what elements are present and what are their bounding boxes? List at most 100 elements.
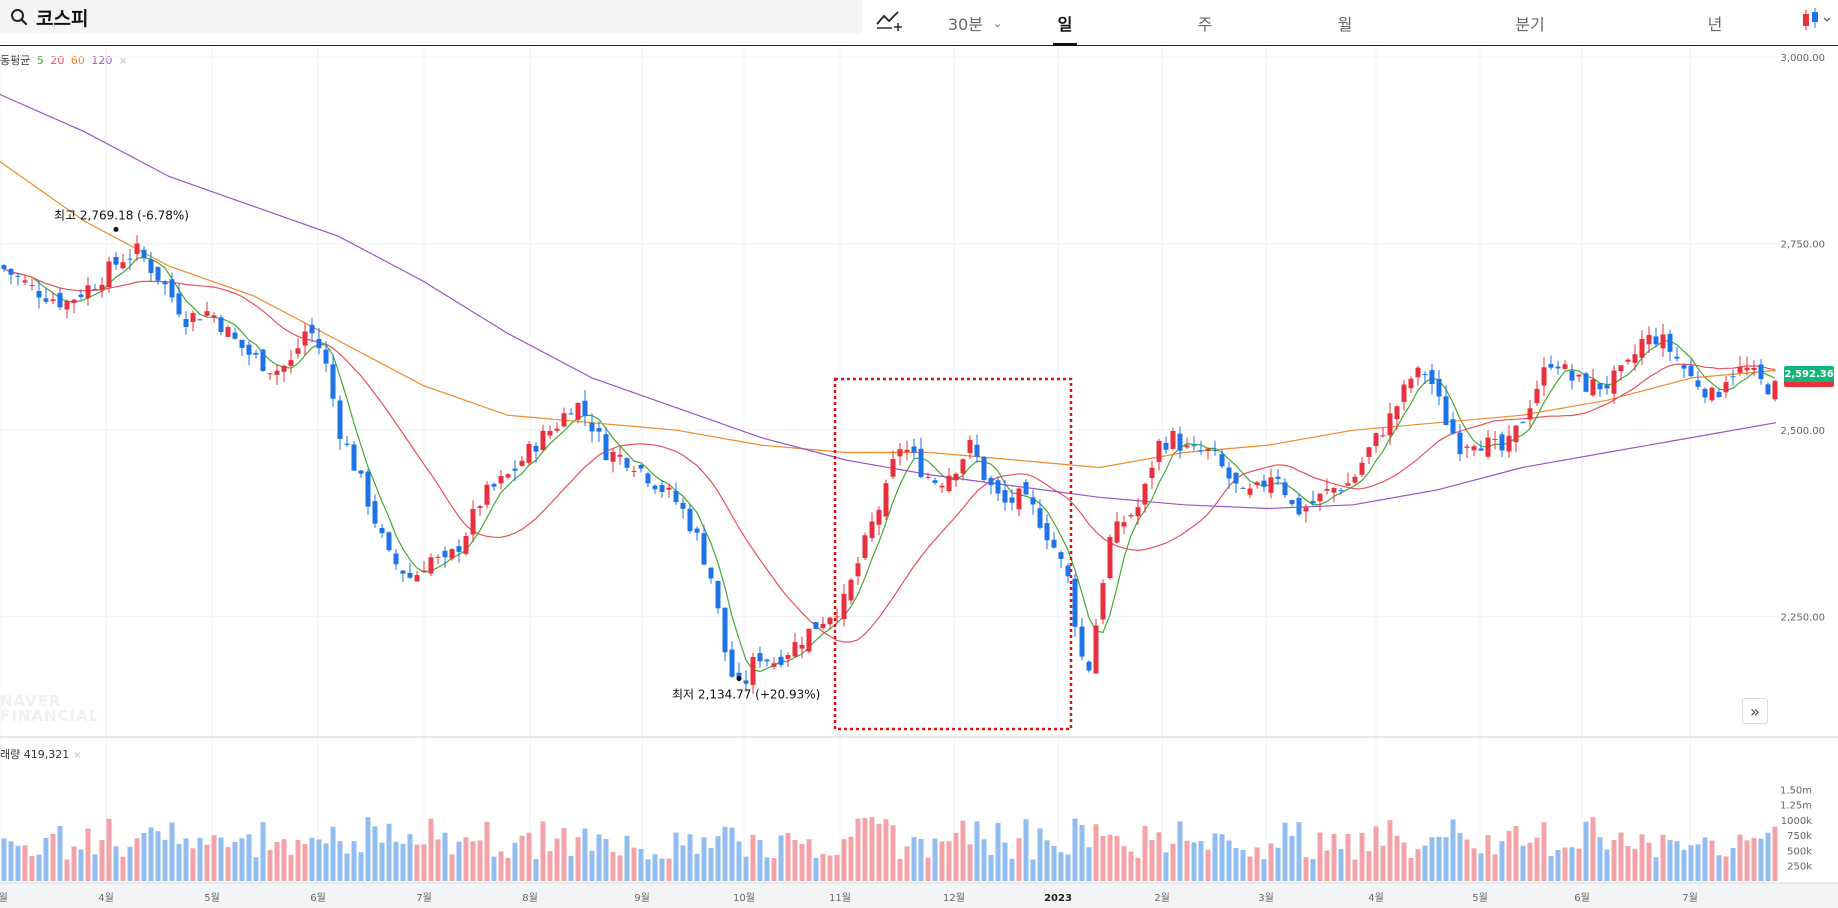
volume-bar — [1562, 847, 1568, 881]
search-query[interactable]: 코스피 — [36, 7, 89, 30]
volume-bar — [85, 828, 91, 881]
period-tab-quarter[interactable]: 분기 — [1515, 15, 1545, 34]
candle-body — [1611, 370, 1617, 394]
candle-body — [575, 402, 581, 420]
volume-bar — [1086, 847, 1092, 881]
candle-body — [1604, 385, 1610, 389]
volume-bar — [1121, 846, 1127, 881]
drawing-tool-icon[interactable] — [874, 4, 904, 34]
candle-body — [78, 294, 84, 297]
candle-body — [1492, 439, 1498, 441]
volume-bar — [603, 839, 609, 881]
candle-body — [1, 265, 7, 269]
candle-body — [449, 549, 455, 559]
volume-bar — [211, 835, 217, 881]
volume-bar — [1555, 849, 1561, 881]
candle-body — [813, 622, 819, 630]
candle-body — [1324, 488, 1330, 491]
volume-bar — [953, 832, 959, 881]
volume-tick-label: 250k — [1787, 862, 1812, 873]
close-icon[interactable]: × — [118, 56, 128, 67]
volume-bar — [295, 839, 301, 881]
volume-bar — [771, 857, 777, 881]
candle-body — [673, 491, 679, 503]
candle-body — [1051, 539, 1057, 548]
volume-bar — [1478, 853, 1484, 881]
period-tab-week[interactable]: 주 — [1197, 15, 1213, 34]
volume-bar — [393, 841, 399, 881]
chart-type-icon[interactable] — [1798, 6, 1838, 34]
candle-body — [1345, 483, 1351, 486]
volume-bar — [533, 858, 539, 881]
volume-bar — [1163, 852, 1169, 881]
candle-body — [337, 400, 343, 439]
volume-bar — [1639, 834, 1645, 881]
candle-body — [1716, 391, 1722, 398]
candle-body — [1058, 552, 1064, 559]
candle-body — [379, 527, 385, 534]
period-tab-year[interactable]: 년 — [1707, 15, 1723, 34]
volume-bar — [1247, 856, 1253, 881]
volume-bar — [547, 851, 553, 881]
volume-bar — [1030, 859, 1036, 881]
volume-bar — [456, 841, 462, 881]
candle-body — [694, 528, 700, 533]
x-tick-label: 6월 — [1574, 892, 1590, 904]
volume-bar — [1394, 835, 1400, 881]
candle-body — [435, 556, 441, 558]
volume-bar — [330, 826, 336, 881]
price-chart[interactable]: 3,000.00 2,750.00 2,500.00 2,250.00 1.50m 1.2… — [0, 46, 1838, 908]
candle-body — [1226, 467, 1232, 479]
candle-body — [1338, 490, 1344, 492]
close-icon[interactable]: × — [73, 750, 82, 761]
volume-bar — [183, 838, 189, 881]
candle-body — [1464, 446, 1470, 448]
volume-bar — [694, 853, 700, 881]
volume-bar — [1513, 826, 1519, 881]
x-tick-label: 11월 — [829, 892, 851, 904]
candle-body — [1282, 482, 1288, 496]
volume-bar — [470, 841, 476, 881]
volume-bar — [848, 836, 854, 881]
expand-chart-button[interactable]: » — [1742, 698, 1768, 724]
volume-bar — [1282, 822, 1288, 881]
candle-body — [1674, 356, 1680, 359]
volume-bar — [1149, 840, 1155, 881]
search-box[interactable]: 코스피 — [0, 0, 862, 34]
volume-bar — [736, 841, 742, 881]
volume-bar — [1471, 848, 1477, 881]
candle-body — [1660, 334, 1666, 349]
candle-body — [1366, 447, 1372, 457]
period-tab-day[interactable]: 일 — [1035, 0, 1095, 46]
candle-body — [1597, 383, 1603, 390]
candle-body — [1513, 425, 1519, 443]
candle-body — [1639, 339, 1645, 358]
candle-body — [596, 428, 602, 432]
volume-bar — [575, 837, 581, 881]
candle-body — [1065, 565, 1071, 577]
candle-body — [176, 293, 182, 315]
volume-bar — [1114, 836, 1120, 881]
volume-bar — [428, 818, 434, 881]
volume-bar — [463, 837, 469, 881]
volume-bar — [841, 839, 847, 881]
period-tab-month[interactable]: 월 — [1337, 15, 1353, 34]
candle-body — [253, 352, 259, 355]
volume-bar — [946, 841, 952, 881]
candle-body — [589, 422, 595, 432]
volume-bar — [1646, 842, 1652, 881]
ma-20-line — [3, 268, 1776, 643]
volume-bar — [1758, 838, 1764, 881]
candle-body — [281, 365, 287, 372]
candle-body — [1163, 442, 1169, 450]
volume-bar — [204, 844, 210, 881]
volume-bar — [1324, 850, 1330, 881]
candle-body — [106, 261, 112, 288]
volume-bar — [925, 857, 931, 881]
candle-body — [1590, 379, 1596, 396]
candle-body — [1107, 536, 1113, 579]
volume-bar — [1723, 856, 1729, 881]
period-tab-30min[interactable]: 30분 ⌄ — [947, 15, 1003, 34]
volume-bar — [1457, 832, 1463, 881]
volume-bar — [757, 839, 763, 881]
